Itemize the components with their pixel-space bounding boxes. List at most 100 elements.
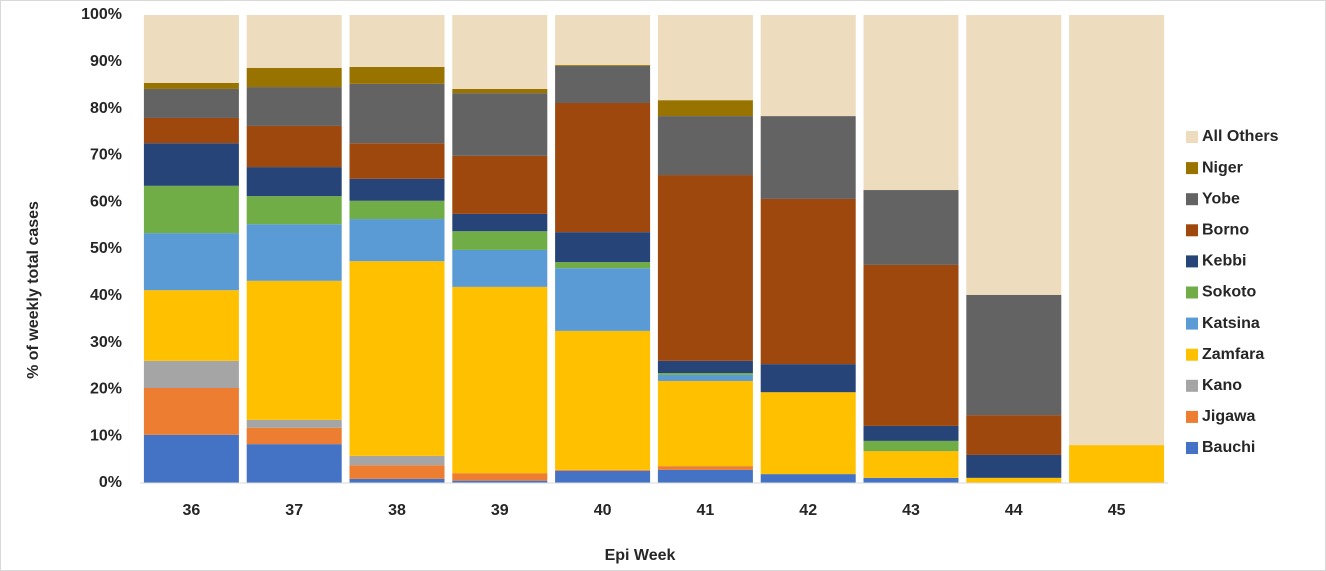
bar-segment [349,143,445,179]
bar-segment [657,374,753,381]
y-tick-label: 0% [99,474,122,491]
legend-label: Yobe [1202,190,1240,207]
bar-segment [657,466,753,470]
bar-segment [246,67,342,88]
legend-swatch [1186,224,1198,237]
bar-segment [760,364,856,393]
legend-label: Borno [1202,222,1249,239]
bar-segment [143,88,239,118]
y-tick-label: 40% [90,287,122,304]
legend-swatch [1186,286,1198,299]
legend-swatch [1186,131,1198,143]
bar-segment [863,477,959,483]
legend-swatch [1186,348,1198,361]
bar-segment [349,200,445,220]
bar-segment [143,233,239,291]
x-tick-label: 42 [799,502,817,519]
bar-segment [349,261,445,456]
y-tick-label: 10% [90,427,122,444]
legend-label: Zamfara [1202,346,1264,363]
bar-segment [349,465,445,479]
bar-segment [452,213,548,232]
bar-segment [452,88,548,94]
legend-label: Niger [1202,159,1243,176]
bar-segment [349,15,445,67]
legend-swatch [1186,317,1198,330]
bar-segment [452,231,548,250]
bar-segment [966,294,1062,416]
y-tick-label: 90% [90,53,122,70]
bar-segment [1069,445,1165,483]
y-tick-label: 20% [90,381,122,398]
bar-segment [657,380,753,467]
x-tick-label: 37 [285,502,303,519]
bar-segment [555,470,651,483]
bar-segment [452,155,548,214]
bar-segment [657,100,753,117]
legend-swatch [1186,255,1198,268]
bar-segment [966,454,1062,478]
bar-segment [555,262,651,269]
bar-segment [966,477,1062,483]
bar-segment [349,478,445,483]
bar-segment [246,15,342,68]
legend-label: Bauchi [1202,439,1255,456]
bar-segment [143,117,239,144]
x-tick-label: 41 [697,502,715,519]
bar-segment [452,473,548,481]
x-tick-label: 40 [594,502,612,519]
bar-segment [143,143,239,186]
legend-swatch [1186,193,1198,206]
legend-label: Katsina [1202,315,1260,332]
bar-segment [760,116,856,199]
x-axis-label: Epi Week [605,547,676,564]
legend-label: Kano [1202,377,1242,394]
bar-segment [349,83,445,144]
bar-segment [657,469,753,483]
x-tick-label: 36 [183,502,201,519]
bar-segment [863,451,959,478]
bar-segment [349,219,445,262]
x-tick-label: 45 [1108,502,1126,519]
bar-segment [349,178,445,201]
bar-segment [143,82,239,89]
bar-segment [349,455,445,466]
legend-label: Kebbi [1202,253,1246,270]
y-tick-label: 80% [90,100,122,117]
y-tick-label: 60% [90,193,122,210]
x-tick-label: 39 [491,502,509,519]
bar-segment [555,15,651,66]
bar-segment [657,360,753,374]
bar-segment [246,167,342,197]
bar-segment [657,116,753,176]
bar-segment [246,427,342,445]
bar-segment [246,87,342,126]
bar-segment [555,102,651,233]
bar-segment [143,185,239,234]
bar-segment [246,196,342,225]
bar-segment [760,198,856,365]
bar-segment [555,65,651,67]
bar-segment [863,425,959,441]
y-tick-label: 50% [90,240,122,257]
legend-label: Jigawa [1202,408,1255,425]
bar-segment [246,224,342,281]
legend-swatch [1186,410,1198,423]
legend-label: All Others [1202,128,1279,145]
bar-segment [966,15,1062,295]
bar-segment [657,175,753,361]
bar-segment [555,469,651,471]
bar-segment [863,264,959,426]
bar-segment [555,66,651,103]
bar-segment [246,419,342,428]
legend-swatch [1186,379,1198,392]
bar-segment [452,93,548,156]
bar-segment [349,66,445,84]
legend-label: Sokoto [1202,284,1256,301]
bar-segment [452,15,548,89]
bar-segment [555,268,651,331]
bar-segment [966,415,1062,455]
bar-segment [143,387,239,435]
y-tick-label: 100% [81,6,122,23]
bar-segment [657,373,753,375]
